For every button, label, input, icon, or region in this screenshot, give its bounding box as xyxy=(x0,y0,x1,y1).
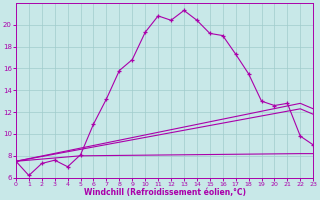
X-axis label: Windchill (Refroidissement éolien,°C): Windchill (Refroidissement éolien,°C) xyxy=(84,188,245,197)
